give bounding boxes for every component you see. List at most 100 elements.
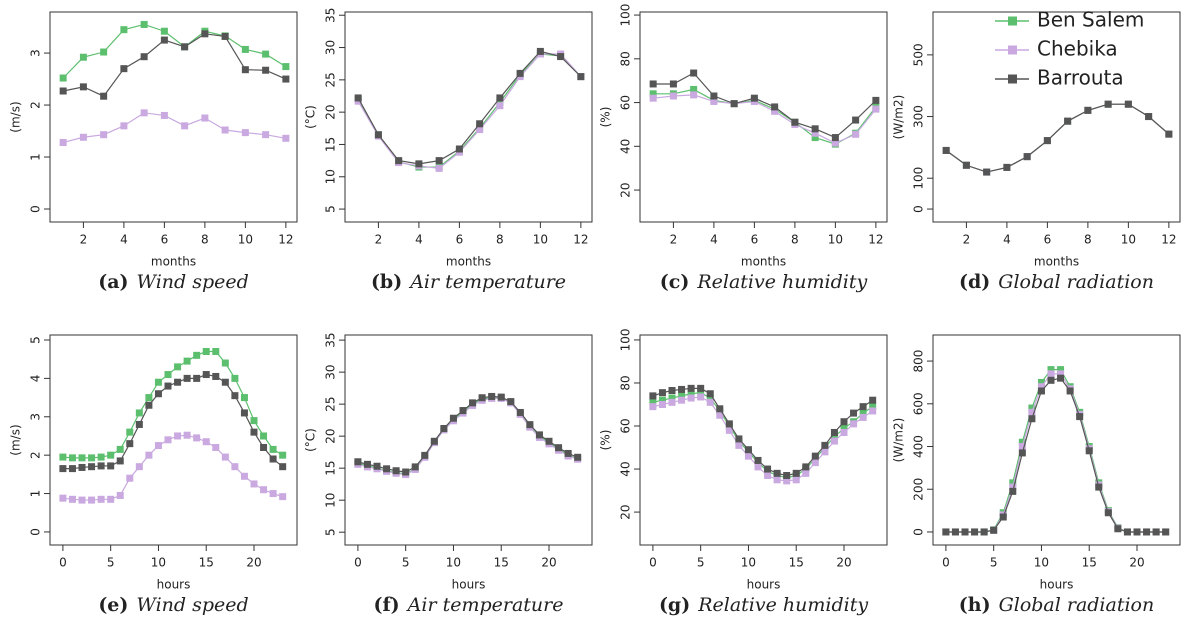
x-tick-label: 10 bbox=[238, 233, 253, 247]
series-marker bbox=[1047, 366, 1055, 374]
series-marker bbox=[1037, 383, 1045, 391]
series-marker bbox=[830, 428, 838, 436]
series-marker bbox=[240, 409, 248, 417]
series-line bbox=[653, 88, 877, 145]
series-line bbox=[945, 103, 1170, 173]
series-marker bbox=[869, 403, 877, 411]
series-marker bbox=[250, 480, 258, 488]
series-marker bbox=[250, 428, 258, 436]
series-marker bbox=[811, 129, 819, 137]
caption-text: Relative humidity bbox=[697, 594, 868, 616]
caption-label: (a) bbox=[98, 271, 128, 293]
x-tick-label: 6 bbox=[751, 233, 759, 247]
series-marker bbox=[135, 409, 143, 417]
series-marker bbox=[507, 398, 515, 406]
series-line bbox=[945, 373, 1166, 533]
series-marker bbox=[68, 495, 76, 503]
series-line bbox=[945, 369, 1166, 533]
caption: (c) Relative humidity bbox=[660, 271, 868, 293]
caption: (f) Air temperature bbox=[374, 594, 564, 616]
series-marker bbox=[120, 122, 128, 130]
series-marker bbox=[697, 393, 705, 401]
series-marker bbox=[526, 421, 534, 429]
series-marker bbox=[852, 130, 860, 138]
series-marker bbox=[535, 431, 543, 439]
series-marker bbox=[107, 462, 115, 470]
series-marker bbox=[1009, 479, 1017, 487]
series-marker bbox=[59, 138, 67, 146]
x-tick-label: 0 bbox=[354, 556, 362, 570]
series-marker bbox=[415, 160, 423, 168]
series-marker bbox=[279, 493, 287, 501]
series-marker bbox=[869, 396, 877, 404]
y-tick-label: 100 bbox=[619, 328, 633, 351]
series-marker bbox=[690, 85, 698, 93]
caption-text: Relative humidity bbox=[696, 271, 867, 293]
y-tick-label: 30 bbox=[324, 40, 338, 55]
series-marker bbox=[811, 134, 819, 142]
caption-label: (h) bbox=[959, 594, 991, 616]
series-marker bbox=[221, 453, 229, 461]
series-marker bbox=[145, 401, 153, 409]
series-marker bbox=[212, 443, 220, 451]
legend-marker bbox=[1008, 16, 1017, 26]
y-tick-label: 500 bbox=[912, 43, 926, 66]
series-marker bbox=[811, 125, 819, 133]
y-tick-label: 5 bbox=[324, 528, 338, 536]
caption: (d) Global radiation bbox=[959, 271, 1154, 293]
y-tick-label: 80 bbox=[619, 375, 633, 390]
series-marker bbox=[496, 102, 504, 110]
plot-frame bbox=[639, 11, 888, 223]
x-tick-label: 8 bbox=[1084, 233, 1092, 247]
series-marker bbox=[678, 392, 686, 400]
y-tick-label: 15 bbox=[324, 461, 338, 476]
series-marker bbox=[59, 74, 67, 82]
series-marker bbox=[1095, 483, 1103, 491]
series-marker bbox=[1037, 387, 1045, 395]
series-marker bbox=[658, 400, 666, 408]
y-tick-label: 15 bbox=[324, 137, 338, 152]
x-tick-label: 2 bbox=[375, 233, 383, 247]
series-marker bbox=[980, 528, 988, 536]
y-tick-label: 5 bbox=[29, 336, 43, 344]
series-marker bbox=[160, 111, 168, 119]
series-marker bbox=[126, 428, 134, 436]
y-axis-label: (W/m2) bbox=[892, 418, 906, 463]
series-line bbox=[62, 373, 284, 470]
series-marker bbox=[754, 463, 762, 471]
x-tick-label: 20 bbox=[541, 556, 556, 570]
series-marker bbox=[183, 374, 191, 382]
series-marker bbox=[1084, 106, 1092, 114]
y-axis-label: (m/s) bbox=[9, 424, 23, 455]
series-marker bbox=[792, 469, 800, 477]
y-tick-label: 20 bbox=[324, 105, 338, 120]
series-marker bbox=[120, 26, 128, 34]
series-marker bbox=[773, 469, 781, 477]
series-marker bbox=[1018, 449, 1026, 457]
caption-text: Wind speed bbox=[137, 271, 249, 293]
series-marker bbox=[59, 494, 67, 502]
series-marker bbox=[961, 528, 969, 536]
series-line bbox=[945, 103, 1170, 173]
series-marker bbox=[59, 465, 67, 473]
series-marker bbox=[1104, 509, 1112, 517]
series-marker bbox=[476, 126, 484, 134]
y-tick-label: 0 bbox=[912, 528, 926, 536]
series-marker bbox=[154, 378, 162, 386]
series-marker bbox=[764, 465, 772, 473]
series-marker bbox=[402, 468, 410, 476]
series-marker bbox=[183, 357, 191, 365]
series-marker bbox=[201, 30, 209, 38]
series-marker bbox=[269, 445, 277, 453]
series-marker bbox=[1143, 528, 1151, 536]
y-tick-label: 100 bbox=[912, 167, 926, 190]
series-marker bbox=[126, 440, 134, 448]
x-tick-label: 6 bbox=[1044, 233, 1052, 247]
series-marker bbox=[802, 463, 810, 471]
series-marker bbox=[735, 435, 743, 443]
x-tick-label: 8 bbox=[791, 233, 799, 247]
series-line bbox=[945, 377, 1166, 533]
series-marker bbox=[697, 389, 705, 397]
series-marker bbox=[107, 451, 115, 459]
legend-marker bbox=[1008, 45, 1017, 55]
